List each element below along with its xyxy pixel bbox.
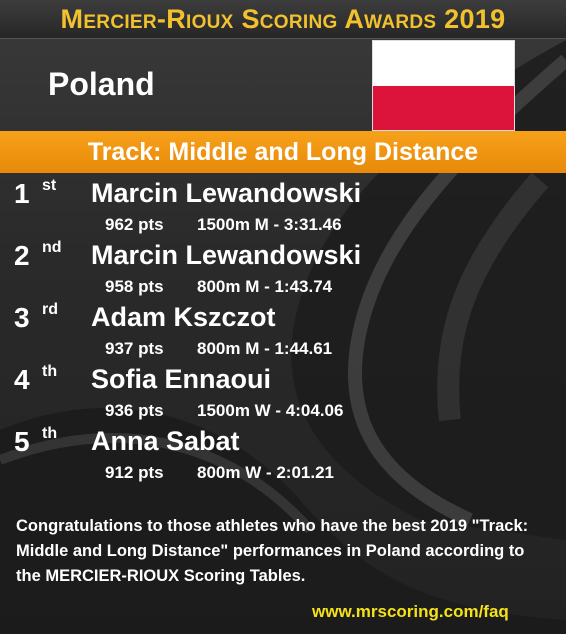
header-title: Mercier-Rioux Scoring Awards 2019 xyxy=(60,3,506,34)
rank-suffix: nd xyxy=(42,239,62,256)
rank-suffix: rd xyxy=(42,301,58,318)
header-bar: Mercier-Rioux Scoring Awards 2019 xyxy=(0,0,566,39)
rank-number: 3 xyxy=(14,302,30,333)
athlete-name: Anna Sabat xyxy=(91,426,240,456)
rank-suffix: th xyxy=(42,425,58,442)
congratulations-text: Congratulations to those athletes who ha… xyxy=(16,517,529,585)
performance-detail: 937 pts 800m M - 1:44.61 xyxy=(105,339,332,359)
performance-detail: 958 pts 800m M - 1:43.74 xyxy=(105,277,332,297)
event-result: 800m M - 1:43.74 xyxy=(197,277,333,296)
ranking-row-1: 1 st Marcin Lewandowski 962 pts 1500m M -… xyxy=(0,177,566,240)
ranking-row-2: 2 nd Marcin Lewandowski 958 pts 800m M - … xyxy=(0,239,566,302)
poland-flag-icon xyxy=(373,41,514,130)
flag-red-stripe xyxy=(373,85,514,130)
event-result: 1500m M - 3:31.46 xyxy=(197,215,342,234)
rank-number: 5 xyxy=(14,426,30,457)
athlete-name: Adam Kszczot xyxy=(91,302,276,332)
performance-detail: 936 pts 1500m W - 4:04.06 xyxy=(105,401,343,421)
performance-detail: 912 pts 800m W - 2:01.21 xyxy=(105,463,334,483)
ranking-row-4: 4 th Sofia Ennaoui 936 pts 1500m W - 4:04… xyxy=(0,363,566,426)
flag-white-stripe xyxy=(373,41,514,86)
ranking-row-3: 3 rd Adam Kszczot 937 pts 800m M - 1:44.6… xyxy=(0,301,566,364)
points: 937 pts xyxy=(105,339,164,358)
athlete-name: Marcin Lewandowski xyxy=(91,240,362,270)
athlete-name: Sofia Ennaoui xyxy=(91,364,272,394)
points: 962 pts xyxy=(105,215,164,234)
points: 912 pts xyxy=(105,463,164,482)
event-result: 800m W - 2:01.21 xyxy=(197,463,335,482)
event-result: 800m M - 1:44.61 xyxy=(197,339,333,358)
performance-detail: 962 pts 1500m M - 3:31.46 xyxy=(105,215,342,235)
rank-number: 4 xyxy=(14,364,30,395)
rank-suffix: st xyxy=(42,177,57,194)
rank-suffix: th xyxy=(42,363,58,380)
points: 936 pts xyxy=(105,401,164,420)
faq-link[interactable]: www.mrscoring.com/faq xyxy=(312,602,509,621)
event-result: 1500m W - 4:04.06 xyxy=(197,401,344,420)
points: 958 pts xyxy=(105,277,164,296)
rank-number: 1 xyxy=(14,178,30,209)
category-title: Track: Middle and Long Distance xyxy=(87,137,479,166)
athlete-name: Marcin Lewandowski xyxy=(91,178,362,208)
category-bar: Track: Middle and Long Distance xyxy=(0,131,566,173)
rank-number: 2 xyxy=(14,240,30,271)
country-name: Poland xyxy=(48,66,155,102)
ranking-row-5: 5 th Anna Sabat 912 pts 800m W - 2:01.21 xyxy=(0,425,566,488)
